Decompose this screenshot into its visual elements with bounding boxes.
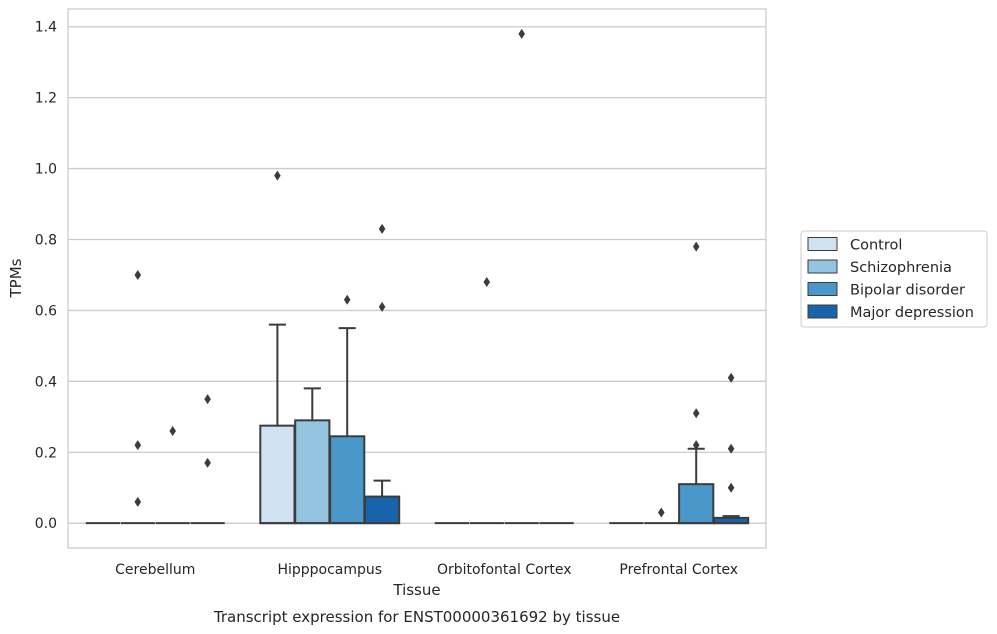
x-tick-label: Orbitofontal Cortex [437,562,572,578]
legend-swatch [807,259,838,274]
outlier-point [378,223,386,234]
x-axis-label: Tissue [392,581,440,599]
box [294,419,331,525]
box-marks [85,28,750,525]
legend: Control Schizophrenia Bipolar disorder Majo… [800,230,988,328]
outlier-point [204,394,211,405]
outlier-point [204,457,211,468]
y-axis: 0.0 0.2 0.4 0.6 0.8 1.0 1.2 1.4 [35,20,57,532]
x-tick-label: Cerebellum [115,562,195,578]
x-tick-label: Prefrontal Cortex [619,562,738,578]
outlier-point [134,269,142,280]
legend-label: Bipolar disorder [850,283,965,299]
box [678,483,715,525]
legend-label: Major depression [850,305,974,321]
outlier-point [727,482,735,493]
outlier-point [134,496,142,507]
legend-swatch [807,304,838,319]
y-tick-label: 0.4 [35,374,57,390]
legend-label: Schizophrenia [850,260,952,276]
legend-label: Control [850,238,902,254]
outlier-point [692,408,700,419]
outlier-point [169,425,176,436]
legend-swatch [807,237,838,251]
outlier-point [343,294,351,305]
outlier-point [727,443,735,454]
legend-swatch [807,282,838,296]
plot-area [68,9,766,548]
x-tick-label: Hipppocampus [277,562,382,578]
plot-frame [67,8,767,549]
gridlines [68,26,766,524]
figure-caption: Transcript expression for ENST0000036169… [213,608,620,626]
box [329,435,366,525]
y-tick-label: 0.6 [35,303,57,319]
y-tick-label: 0.8 [35,232,57,248]
outlier-point [692,440,700,451]
y-tick-label: 1.2 [35,91,57,107]
outlier-point [274,170,281,181]
y-tick-label: 1.4 [35,20,57,36]
outlier-point [378,301,386,312]
outlier-point [692,241,700,252]
x-axis: Cerebellum Hipppocampus Orbitofontal Corte… [115,562,738,578]
outlier-point [658,507,665,518]
outlier-point [134,440,142,451]
outlier-point [727,372,735,383]
legend-frame [800,230,988,328]
outlier-point [483,277,491,288]
y-tick-label: 1.0 [35,162,57,178]
box [259,424,296,525]
y-tick-label: 0.0 [35,516,57,532]
box [363,495,401,525]
y-axis-label: TPMs [7,258,25,298]
outlier-point [518,28,525,39]
y-tick-label: 0.2 [35,445,57,461]
